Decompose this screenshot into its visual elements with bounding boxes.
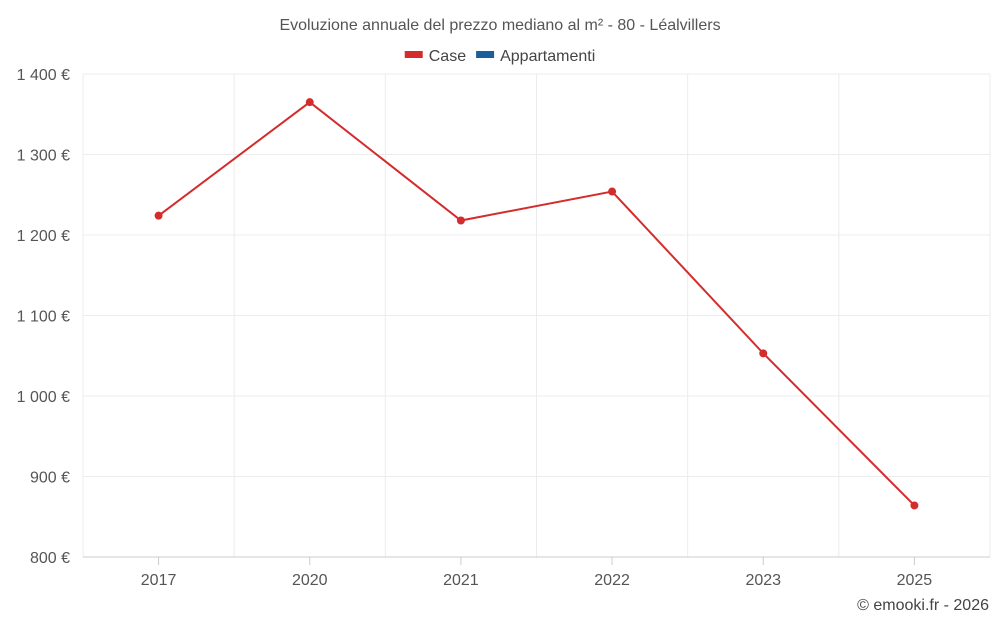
- data-point-case-2022[interactable]: 2022: 1254 €: [608, 187, 617, 196]
- data-point-case-2021[interactable]: 2021: 1218 €: [456, 216, 465, 225]
- chart-title: Evoluzione annuale del prezzo mediano al…: [279, 17, 720, 34]
- x-axis: 2017 2020 2021 2022 2023 2025: [83, 556, 990, 589]
- y-tick-label-1100: 1 100 €: [17, 309, 70, 326]
- legend-swatch-case: [404, 51, 423, 58]
- series-layer: 2017: 1224 € 2020: 1365 € 2021: 1218 € 2022…: [154, 98, 919, 510]
- x-tick-label-2021: 2021: [443, 572, 479, 589]
- data-point-case-2023[interactable]: 2023: 1053 €: [759, 349, 768, 358]
- series-line-case: [157, 100, 916, 507]
- data-point-case-2017[interactable]: 2017: 1224 €: [154, 211, 163, 220]
- credit-text: © emooki.fr - 2026: [857, 597, 989, 614]
- legend-item-appartamenti[interactable]: Appartamenti: [476, 48, 595, 65]
- y-axis: 800 € 900 € 1 000 € 1 100 € 1 200 € 1 300 € 1 …: [17, 67, 70, 567]
- y-tick-label-1300: 1 300 €: [17, 148, 70, 165]
- y-tick-label-800: 800 €: [30, 550, 70, 567]
- legend[interactable]: Case Appartamenti: [404, 48, 596, 65]
- legend-label-case: Case: [429, 48, 466, 65]
- legend-label-appartamenti: Appartamenti: [500, 48, 595, 65]
- legend-swatch-appartamenti: [476, 51, 495, 58]
- y-tick-label-1400: 1 400 €: [17, 67, 70, 84]
- y-tick-label-1000: 1 000 €: [17, 389, 70, 406]
- legend-item-case[interactable]: Case: [404, 48, 466, 65]
- y-tick-label-1200: 1 200 €: [17, 228, 70, 245]
- data-point-case-2020[interactable]: 2020: 1365 €: [305, 98, 314, 107]
- x-tick-label-2025: 2025: [897, 572, 933, 589]
- data-point-case-2025[interactable]: 2025: 864 €: [910, 501, 919, 510]
- x-tick-label-2022: 2022: [594, 572, 630, 589]
- y-tick-label-900: 900 €: [30, 470, 70, 487]
- x-tick-label-2020: 2020: [292, 572, 328, 589]
- x-tick-label-2017: 2017: [141, 572, 177, 589]
- x-gridlines: [82, 74, 991, 557]
- x-tick-label-2023: 2023: [745, 572, 781, 589]
